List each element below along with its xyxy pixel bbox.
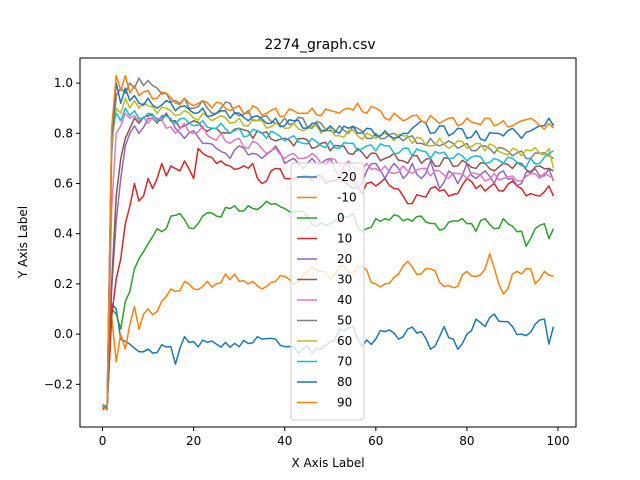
y-tick-label: −0.2 xyxy=(44,377,73,391)
series-line-90 xyxy=(102,74,555,411)
y-tick-label: 0.0 xyxy=(54,327,73,341)
x-tick-label: 80 xyxy=(459,434,474,448)
legend-label: 0 xyxy=(337,211,345,225)
legend-label: 40 xyxy=(337,293,352,307)
y-tick-label: 0.8 xyxy=(54,126,73,140)
legend-frame xyxy=(290,162,365,421)
legend-label: 90 xyxy=(337,396,352,410)
y-axis-label: Y Axis Label xyxy=(16,206,30,279)
x-tick-label: 0 xyxy=(99,434,107,448)
plot-frame xyxy=(79,57,577,428)
legend-label: 60 xyxy=(337,334,352,348)
y-axis-ticks: −0.2 0.0 0.2 0.4 0.6 0.8 1.0 xyxy=(44,76,80,391)
legend-label: 50 xyxy=(337,314,352,328)
series-line-30 xyxy=(101,112,554,411)
x-tick-label: 100 xyxy=(547,434,570,448)
x-tick-label: 40 xyxy=(277,434,292,448)
x-tick-label: 20 xyxy=(186,434,201,448)
chart-title: 2274_graph.csv xyxy=(264,37,375,53)
chart-legend: -20 -10 0 10 20 30 40 50 60 70 80 90 xyxy=(290,162,365,421)
x-tick-label: 60 xyxy=(368,434,383,448)
legend-label: 70 xyxy=(337,355,352,369)
legend-label: -10 xyxy=(337,191,357,205)
x-axis-label: X Axis Label xyxy=(291,456,364,470)
x-axis-ticks: 0 20 40 60 80 100 xyxy=(99,427,570,448)
y-tick-label: 0.2 xyxy=(54,277,73,291)
series-line-40 xyxy=(102,112,554,408)
y-tick-label: 1.0 xyxy=(54,76,73,90)
series-line-70 xyxy=(102,107,554,408)
legend-label: -20 xyxy=(337,170,357,184)
series-line-50 xyxy=(102,77,554,408)
legend-label: 10 xyxy=(337,232,352,246)
series-line-80 xyxy=(102,82,555,408)
legend-label: 30 xyxy=(337,273,352,287)
legend-label: 20 xyxy=(337,252,352,266)
y-tick-label: 0.4 xyxy=(54,227,73,241)
legend-label: 80 xyxy=(337,375,352,389)
y-tick-label: 0.6 xyxy=(54,177,73,191)
